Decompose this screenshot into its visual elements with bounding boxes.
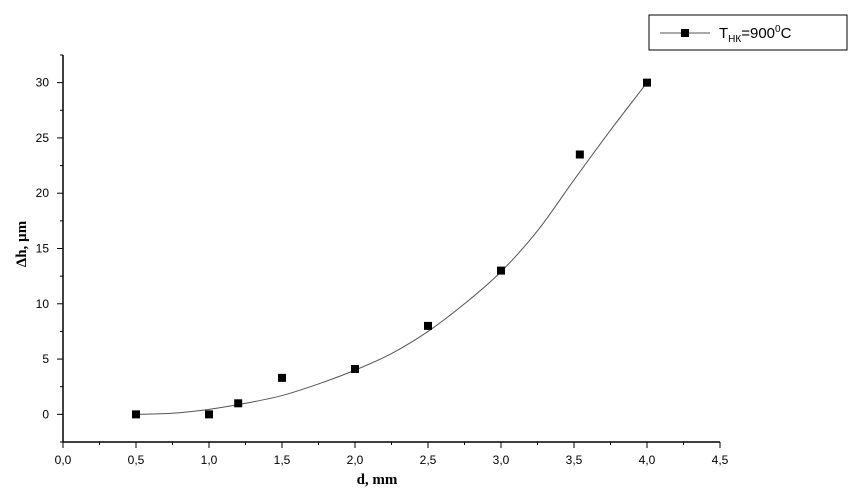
x-tick-label: 0,5 [128, 453, 145, 467]
x-ticks: 0,0 0,5 1,0 1,5 2,0 2,5 3,0 3,5 4,0 4,5 [55, 442, 729, 467]
data-point [132, 410, 140, 419]
data-point [278, 373, 286, 382]
data-point [424, 321, 432, 330]
data-points-layer [132, 78, 651, 419]
x-tick-label: 2,0 [347, 453, 364, 467]
x-tick-label: 0,0 [55, 453, 72, 467]
legend-label-rest2: C [781, 25, 792, 42]
legend-label-rest1: =900 [741, 25, 775, 42]
fit-curve-layer [135, 82, 648, 415]
y-tick-label: 30 [36, 76, 50, 90]
legend: TНК=9000C [648, 14, 848, 51]
legend-label-main: T [719, 25, 728, 42]
x-tick-label: 3,0 [493, 453, 510, 467]
data-point [497, 266, 505, 275]
y-tick-label: 5 [42, 352, 49, 366]
data-point [575, 150, 584, 159]
x-tick-label: 1,0 [201, 453, 218, 467]
legend-marker [681, 29, 689, 37]
y-tick-label: 15 [36, 242, 50, 256]
x-tick-label: 4,0 [639, 453, 656, 467]
y-tick-label: 0 [42, 407, 49, 421]
fit-curve-line [135, 82, 648, 415]
data-point [643, 78, 651, 87]
plot-axes [62, 55, 720, 443]
data-point [351, 365, 359, 374]
y-tick-label: 10 [36, 297, 50, 311]
x-tick-label: 3,5 [566, 453, 583, 467]
x-axis-title: d, mm [357, 472, 398, 488]
y-ticks: 0 5 10 15 20 25 30 [36, 54, 63, 443]
legend-label-sub: НК [728, 34, 741, 45]
y-axis-title: Δh, µm [14, 220, 30, 267]
legend-label: TНК=9000C [719, 24, 792, 45]
x-tick-label: 2,5 [420, 453, 437, 467]
data-point [234, 399, 243, 408]
x-tick-label: 4,5 [712, 453, 729, 467]
legend-label-sup: 0 [775, 24, 781, 35]
x-tick-label: 1,5 [274, 453, 291, 467]
data-point [205, 410, 213, 419]
y-tick-label: 20 [36, 186, 50, 200]
y-tick-label: 25 [36, 131, 50, 145]
